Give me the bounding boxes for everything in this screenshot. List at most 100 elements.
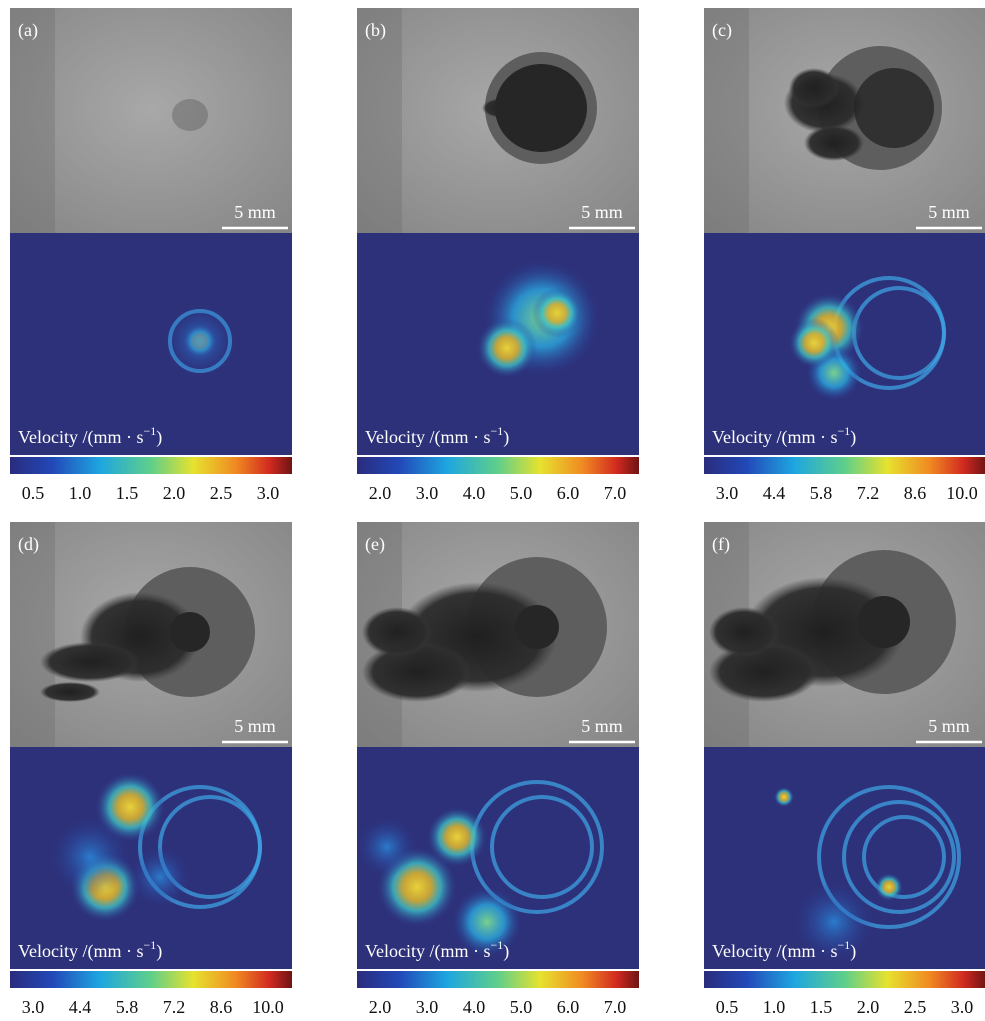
colorbar [357, 971, 639, 988]
colorbar [704, 971, 985, 988]
velocity-blob [774, 787, 794, 807]
dark-region [789, 68, 839, 108]
velocity-label-text: Velocity /(mm · s [18, 427, 143, 448]
velocity-label: Velocity /(mm · s−1) [18, 424, 162, 448]
velocity-label-exponent: −1 [837, 424, 850, 438]
colorbar-tick-label: 5.0 [510, 997, 533, 1017]
velocity-map: Velocity /(mm · s−1) [357, 747, 639, 969]
velocity-blob [357, 817, 417, 877]
colorbar-tick-label: 10.0 [946, 483, 978, 503]
velocity-blob [789, 318, 839, 368]
colorbar-tick-label: 1.0 [69, 483, 92, 503]
velocity-label-exponent: −1 [490, 424, 503, 438]
velocity-label: Velocity /(mm · s−1) [18, 938, 162, 962]
colorbar-tick-label: 2.5 [904, 997, 927, 1017]
velocity-map: Velocity /(mm · s−1) [10, 747, 292, 969]
velocity-label-exponent: −1 [143, 938, 156, 952]
velocity-label-close: ) [850, 941, 856, 962]
velocity-blob [50, 817, 130, 897]
colorbar-tick-label: 2.5 [210, 483, 233, 503]
velocity-map: Velocity /(mm · s−1) [704, 233, 985, 455]
colorbar-tick-label: 2.0 [857, 997, 880, 1017]
panel-label: (e) [365, 534, 385, 555]
colorbar-tick-label: 1.5 [116, 483, 139, 503]
scale-label: 5 mm [234, 202, 276, 222]
velocity-label-exponent: −1 [837, 938, 850, 952]
velocity-label-close: ) [156, 941, 162, 962]
colorbar-tick-label: 5.0 [510, 483, 533, 503]
colorbar-tick-label: 7.2 [163, 997, 186, 1017]
panel-label: (d) [18, 534, 39, 555]
colorbar-tick-label: 2.0 [163, 483, 186, 503]
colorbar-tick-label: 5.8 [810, 483, 833, 503]
scale-label: 5 mm [581, 716, 623, 736]
colorbar-tick-label: 7.0 [604, 997, 627, 1017]
colorbar-tick-label: 8.6 [904, 483, 927, 503]
colorbar-tick-label: 7.2 [857, 483, 880, 503]
velocity-label-exponent: −1 [490, 938, 503, 952]
dark-region [40, 642, 140, 682]
colorbar-tick-label: 1.5 [810, 997, 833, 1017]
colorbar-tick-label: 4.0 [463, 997, 486, 1017]
dark-core [172, 99, 208, 131]
velocity-blob [130, 847, 190, 907]
colorbar-tick-label: 8.6 [210, 997, 233, 1017]
scale-label: 5 mm [581, 202, 623, 222]
velocity-map: Velocity /(mm · s−1) [357, 233, 639, 455]
colorbar-tick-label: 0.5 [716, 997, 739, 1017]
colorbar-tick-label: 10.0 [252, 997, 284, 1017]
dark-core [495, 64, 587, 152]
colorbar-tick-label: 3.0 [416, 997, 439, 1017]
colorbar-tick-label: 4.4 [763, 483, 786, 503]
velocity-label: Velocity /(mm · s−1) [365, 938, 509, 962]
dark-core [858, 596, 910, 648]
colorbar [10, 457, 292, 474]
colorbar-tick-label: 3.0 [716, 483, 739, 503]
colorbar [10, 971, 292, 988]
colorbar-tick-label: 0.5 [22, 483, 45, 503]
colorbar-tick-label: 2.0 [369, 997, 392, 1017]
dark-core [854, 68, 934, 148]
scale-label: 5 mm [234, 716, 276, 736]
dark-region [709, 607, 779, 657]
velocity-label-text: Velocity /(mm · s [365, 941, 490, 962]
velocity-label-exponent: −1 [143, 424, 156, 438]
velocity-label-text: Velocity /(mm · s [712, 427, 837, 448]
velocity-label-close: ) [850, 427, 856, 448]
dark-region [804, 125, 864, 161]
velocity-label-text: Velocity /(mm · s [18, 941, 143, 962]
velocity-blob [427, 807, 487, 867]
velocity-blob [875, 873, 903, 901]
photo-edge [10, 522, 55, 747]
velocity-label-close: ) [503, 427, 509, 448]
colorbar-tick-label: 1.0 [763, 997, 786, 1017]
velocity-label: Velocity /(mm · s−1) [712, 424, 856, 448]
scale-label: 5 mm [928, 716, 970, 736]
velocity-map: Velocity /(mm · s−1) [10, 233, 292, 455]
colorbar-tick-label: 3.0 [22, 997, 45, 1017]
panel-label: (a) [18, 20, 38, 41]
velocity-label-close: ) [156, 427, 162, 448]
scale-label: 5 mm [928, 202, 970, 222]
velocity-label-close: ) [503, 941, 509, 962]
panel-label: (b) [365, 20, 386, 41]
colorbar-tick-label: 6.0 [557, 483, 580, 503]
panel: (a) 5 mm Velocity /(mm · s−1) 0.5 1.0 1.5 2.0 2… [10, 8, 292, 503]
dark-region [40, 682, 100, 702]
velocity-blob [164, 305, 236, 377]
photo-edge [704, 8, 749, 233]
velocity-blob [477, 318, 537, 378]
velocity-map: Velocity /(mm · s−1) [704, 747, 985, 969]
colorbar-tick-label: 5.8 [116, 997, 139, 1017]
photo-edge [10, 8, 55, 233]
dark-region [362, 607, 432, 657]
velocity-label-text: Velocity /(mm · s [365, 427, 490, 448]
panel: (b)5 mmVelocity /(mm · s−1)2.03.04.05.06… [357, 8, 639, 503]
colorbar-tick-label: 3.0 [416, 483, 439, 503]
velocity-label-text: Velocity /(mm · s [712, 941, 837, 962]
colorbar-tick-label: 4.0 [463, 483, 486, 503]
